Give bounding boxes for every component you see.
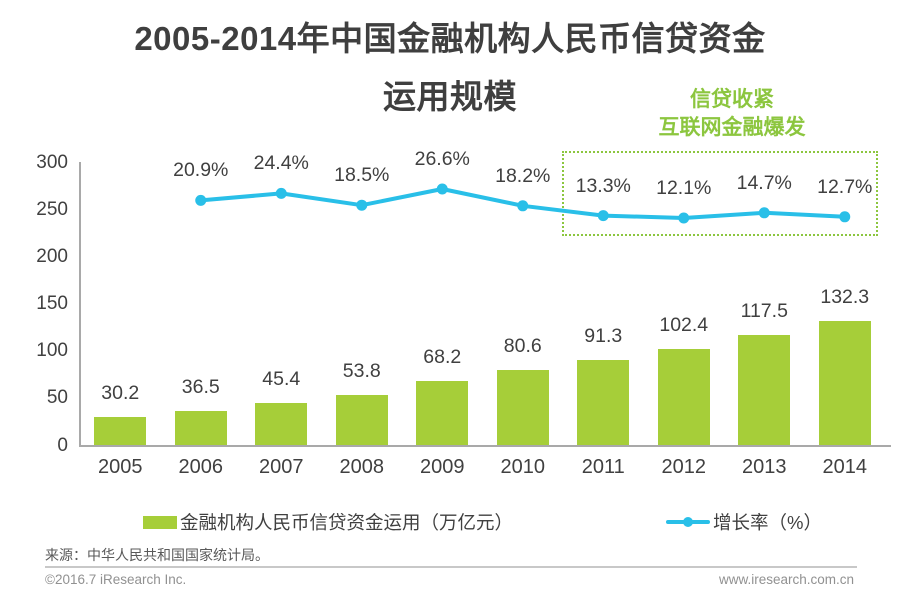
chart-title-line2: 运用规模 [383, 78, 517, 115]
line-data-point [839, 211, 851, 223]
x-axis-tick-label: 2011 [581, 456, 625, 478]
y-axis-tick-label: 200 [36, 246, 68, 268]
growth-rate-label: 12.1% [656, 177, 712, 199]
bar-value-label: 68.2 [423, 346, 462, 369]
annotation-text: 信贷收紧 互联网金融爆发 [572, 86, 892, 142]
bar-value-label: 91.3 [584, 324, 623, 347]
y-axis-tick-label: 250 [36, 199, 68, 221]
line-data-point [436, 183, 448, 195]
line-data-point [275, 187, 287, 199]
growth-rate-label: 13.3% [575, 174, 631, 197]
annotation-dotted-box [562, 151, 878, 236]
x-axis-tick-label: 2008 [339, 456, 385, 478]
annotation-line1: 信贷收紧 [690, 88, 774, 111]
y-axis-tick-label: 0 [57, 434, 68, 456]
growth-rate-label: 20.9% [173, 159, 229, 182]
growth-rate-label: 18.2% [495, 164, 551, 187]
line-data-point [758, 207, 770, 219]
line-data-point [678, 212, 690, 224]
y-axis-line [79, 162, 81, 447]
chart-title-line1: 2005-2014年中国金融机构人民币信贷资金 [134, 20, 766, 57]
x-axis-tick-label: 2012 [661, 456, 707, 478]
x-axis-tick-label: 2013 [742, 456, 787, 478]
bar-2009 [416, 381, 469, 446]
website-text: www.iresearch.com.cn [718, 572, 854, 587]
bar-2013 [738, 334, 791, 446]
legend-bar-label: 金融机构人民币信贷资金运用（万亿元） [180, 512, 514, 533]
legend-item-bar-series: 金融机构人民币信贷资金运用（万亿元） [143, 509, 513, 535]
footer-divider [45, 566, 857, 568]
line-data-point [195, 194, 207, 206]
copyright-text: ©2016.7 iResearch Inc. [45, 572, 187, 587]
legend-line-label: 增长率（%） [713, 512, 822, 533]
y-axis-tick-label: 100 [36, 340, 68, 362]
x-axis-tick-label: 2009 [420, 456, 465, 478]
x-axis-tick-label: 2006 [178, 456, 224, 478]
growth-rate-label: 18.5% [334, 164, 390, 187]
source-note: 来源：中华人民共和国国家统计局。 [45, 547, 269, 563]
x-axis-tick-label: 2014 [822, 456, 868, 478]
bar-2010 [496, 369, 549, 446]
x-axis-tick-label: 2007 [259, 456, 304, 478]
x-axis-line [79, 445, 891, 447]
bar-value-label: 80.6 [503, 334, 542, 357]
line-data-point [517, 200, 529, 212]
bar-2007 [255, 402, 308, 446]
x-axis-tick-label: 2005 [98, 456, 143, 478]
growth-rate-label: 26.6% [414, 148, 470, 170]
y-axis-tick-label: 50 [46, 387, 68, 409]
bar-value-label: 30.2 [101, 382, 140, 405]
bar-2005 [94, 417, 147, 446]
line-data-point [356, 199, 368, 211]
legend-item-line-series: 增长率（%） [666, 509, 822, 535]
bar-value-label: 45.4 [262, 367, 301, 390]
bar-series-swatch-icon [143, 515, 177, 529]
growth-rate-label: 24.4% [253, 152, 309, 175]
bar-value-label: 132.3 [820, 285, 870, 308]
y-axis-tick-label: 300 [36, 152, 68, 173]
bar-value-label: 53.8 [342, 359, 381, 382]
growth-rate-label: 12.7% [817, 175, 873, 198]
bar-2012 [657, 349, 710, 446]
annotation-line2: 互联网金融爆发 [658, 116, 806, 139]
line-data-point [597, 210, 609, 222]
bar-2008 [335, 394, 388, 446]
bar-value-label: 117.5 [740, 299, 788, 322]
x-axis-tick-label: 2010 [500, 456, 546, 478]
bar-value-label: 102.4 [659, 314, 709, 337]
bar-2011 [577, 359, 630, 446]
bar-2006 [174, 411, 227, 446]
y-axis-tick-label: 150 [36, 293, 68, 315]
bar-value-label: 36.5 [181, 376, 220, 399]
line-series-marker-icon [666, 515, 710, 529]
growth-rate-label: 14.7% [736, 171, 792, 194]
bar-2014 [818, 320, 871, 446]
